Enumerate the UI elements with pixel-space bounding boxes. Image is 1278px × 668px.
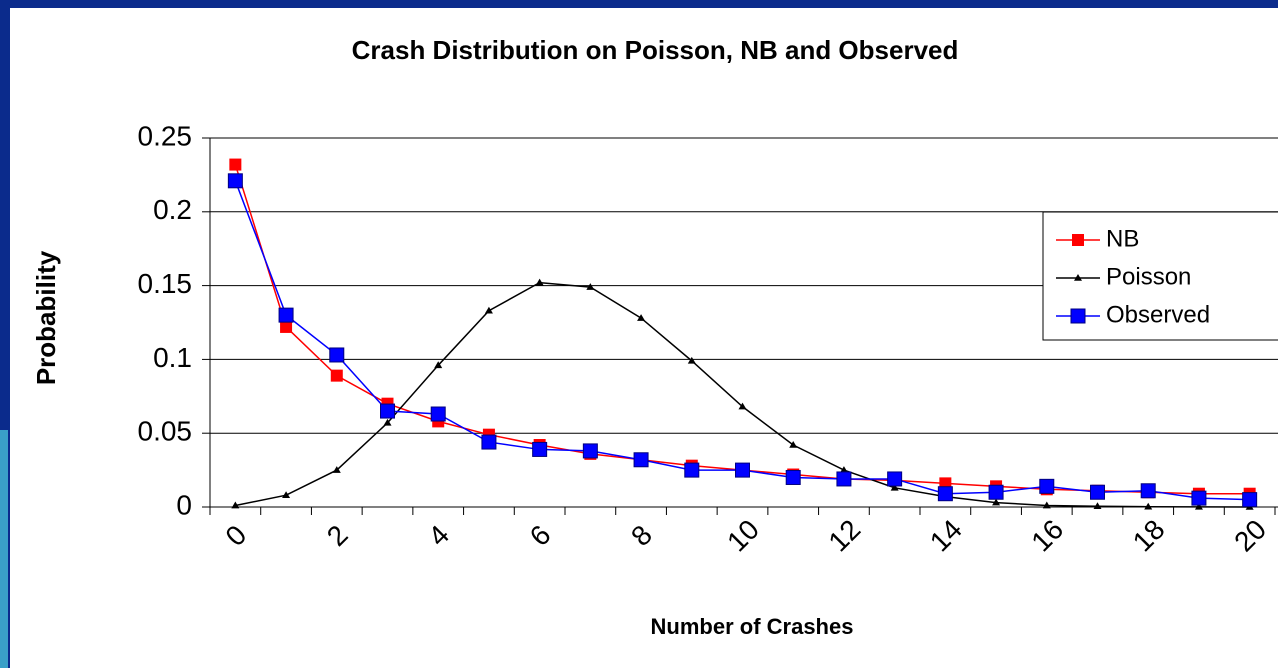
- marker: [1039, 478, 1055, 494]
- marker: [789, 441, 798, 448]
- marker: [633, 452, 649, 468]
- marker: [330, 369, 343, 382]
- marker: [332, 466, 341, 473]
- marker: [992, 498, 1001, 506]
- marker: [836, 471, 852, 487]
- marker: [383, 418, 392, 426]
- marker: [430, 406, 446, 422]
- marker: [329, 347, 345, 363]
- marker: [535, 278, 544, 286]
- marker: [227, 173, 243, 189]
- marker: [1072, 234, 1084, 246]
- marker: [687, 356, 696, 364]
- y-tick-label: 0.1: [153, 342, 192, 373]
- chart-title: Crash Distribution on Poisson, NB and Ob…: [352, 35, 959, 65]
- legend-label: Poisson: [1106, 263, 1191, 290]
- marker: [738, 402, 747, 410]
- marker: [434, 361, 443, 369]
- marker: [1074, 274, 1082, 281]
- y-tick-label: 0: [176, 489, 192, 520]
- marker: [481, 434, 497, 450]
- marker: [231, 501, 240, 509]
- y-axis-title: Probability: [31, 250, 61, 385]
- marker: [229, 158, 242, 171]
- frame-accent: [0, 430, 8, 668]
- legend-label: NB: [1106, 225, 1139, 252]
- marker: [684, 462, 700, 478]
- marker: [890, 483, 899, 491]
- marker: [1140, 483, 1156, 499]
- marker: [1144, 502, 1153, 510]
- marker: [1093, 502, 1102, 510]
- legend: NB Poisson Observed: [1042, 211, 1278, 341]
- marker: [1191, 490, 1207, 506]
- marker: [1042, 501, 1051, 509]
- legend-label: Observed: [1106, 301, 1210, 328]
- marker: [278, 307, 294, 323]
- y-tick-label: 0.15: [138, 268, 193, 299]
- marker: [988, 484, 1004, 500]
- y-tick-label: 0.05: [138, 416, 193, 447]
- marker: [1194, 502, 1203, 510]
- marker: [839, 466, 848, 473]
- marker: [1242, 492, 1258, 508]
- marker: [282, 491, 291, 498]
- x-axis-title: Number of Crashes: [651, 614, 854, 639]
- marker: [1090, 484, 1105, 500]
- frame-left: [0, 0, 10, 668]
- marker: [735, 462, 750, 478]
- marker: [937, 486, 953, 502]
- marker: [582, 443, 598, 459]
- y-tick-label: 0.25: [138, 120, 193, 151]
- marker: [887, 471, 903, 487]
- marker: [380, 403, 395, 419]
- marker: [637, 314, 646, 321]
- marker: [785, 469, 801, 485]
- marker: [1070, 308, 1086, 324]
- marker: [532, 441, 548, 457]
- marker: [484, 306, 493, 314]
- marker: [586, 283, 595, 290]
- marker: [280, 320, 293, 333]
- y-tick-label: 0.2: [153, 194, 192, 225]
